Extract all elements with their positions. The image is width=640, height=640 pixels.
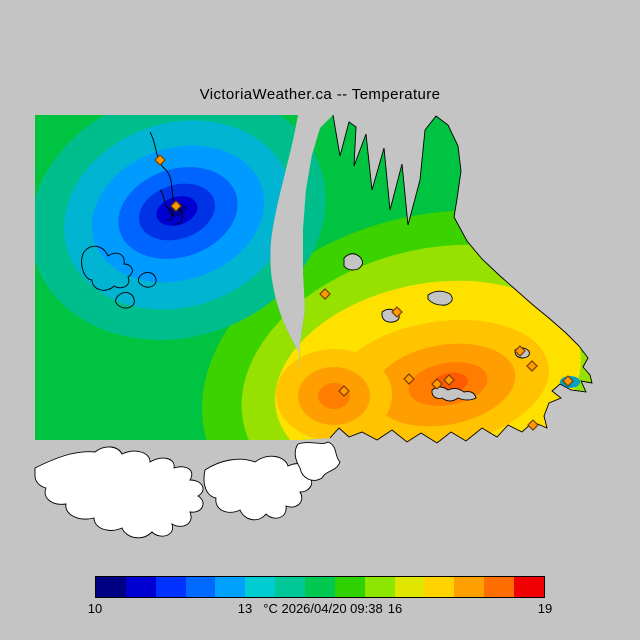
station-marker (391, 306, 403, 318)
colorbar-cell (364, 577, 395, 597)
station-marker (338, 385, 350, 397)
station-markers (154, 154, 574, 431)
colorbar-cell (305, 577, 335, 597)
colorbar-cell (424, 577, 455, 597)
colorbar-cell (514, 577, 544, 597)
station-marker (403, 373, 415, 385)
colorbar-cell (275, 577, 306, 597)
colorbar-cell (394, 577, 425, 597)
station-marker (514, 345, 526, 357)
station-marker (154, 154, 166, 166)
colorbar-cell (245, 577, 276, 597)
colorbar-cell (484, 577, 515, 597)
colorbar-tick-16: 16 (387, 601, 403, 616)
colorbar-cell (454, 577, 485, 597)
lakes (343, 253, 530, 402)
land-outside-data (34, 441, 341, 539)
coastline (329, 114, 593, 444)
island-coastlines (81, 131, 183, 309)
cold-region (35, 115, 326, 340)
colorbar-cell (334, 577, 365, 597)
colorbar (95, 576, 545, 598)
colorbar-cell (96, 577, 126, 597)
station-marker (527, 419, 539, 431)
colorbar-tick-10: 10 (87, 601, 103, 616)
colorbar-caption: °C 2026/04/20 09:38 (263, 601, 383, 616)
page-title: VictoriaWeather.ca -- Temperature (199, 86, 441, 103)
station-marker (170, 200, 182, 212)
station-marker (319, 288, 331, 300)
colorbar-tick-19: 19 (537, 601, 553, 616)
colorbar-cell (215, 577, 246, 597)
colorbar-cell (125, 577, 156, 597)
colorbar-tick-13: 13 (237, 601, 253, 616)
station-marker (443, 374, 455, 386)
colorbar-cell (155, 577, 186, 597)
station-marker (431, 378, 443, 390)
colorbar-cell (185, 577, 216, 597)
station-marker (526, 360, 538, 372)
station-marker (562, 375, 574, 387)
